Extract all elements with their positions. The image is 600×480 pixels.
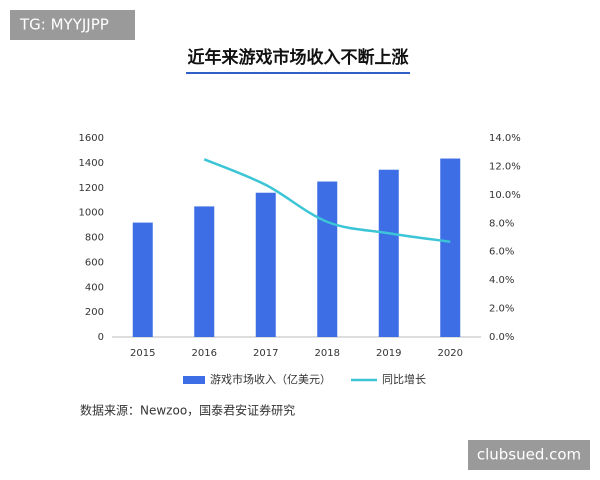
bar: [378, 169, 399, 337]
y2-tick-label: 0.0%: [489, 332, 514, 343]
source: 数据来源：Newzoo，国泰君安证券研究: [80, 403, 295, 418]
y-tick-label: 600: [85, 257, 104, 268]
watermark-box: [10, 10, 135, 40]
y2-tick-label: 14.0%: [489, 133, 521, 144]
y-tick-label: 1400: [79, 158, 104, 169]
x-tick-label: 2020: [438, 348, 463, 359]
chart-title: 近年来游戏市场收入不断上涨: [188, 47, 409, 68]
y2-tick-label: 4.0%: [489, 275, 514, 286]
watermark: clubsued.com: [477, 446, 581, 464]
legend-swatch: [183, 376, 205, 384]
legend-label: 同比增长: [382, 372, 426, 386]
y-tick-label: 800: [85, 233, 104, 244]
watermark: TG: MYYJJPP: [19, 16, 109, 34]
x-tick-label: 2018: [315, 348, 340, 359]
y-tick-label: 200: [85, 307, 104, 318]
x-tick-label: 2019: [376, 348, 401, 359]
bar: [255, 192, 276, 337]
bar: [440, 158, 461, 337]
y-tick-label: 1000: [79, 208, 104, 219]
x-tick-label: 2016: [192, 348, 217, 359]
y2-tick-label: 8.0%: [489, 218, 514, 229]
watermark-box: [468, 440, 590, 470]
y-tick-label: 400: [85, 282, 104, 293]
y-tick-label: 1600: [79, 133, 104, 144]
bar: [317, 181, 338, 337]
bar: [132, 222, 153, 337]
line: [203, 158, 451, 244]
x-tick-label: 2015: [130, 348, 155, 359]
y2-tick-label: 2.0%: [489, 304, 514, 315]
x-tick-label: 2017: [253, 348, 278, 359]
legend-label: 游戏市场收入（亿美元）: [210, 372, 331, 386]
y2-tick-label: 6.0%: [489, 247, 514, 258]
y-tick-label: 0: [98, 332, 104, 343]
bar: [194, 206, 215, 337]
y2-tick-label: 10.0%: [489, 190, 521, 201]
y-tick-label: 1200: [79, 183, 104, 194]
y2-tick-label: 12.0%: [489, 161, 521, 172]
